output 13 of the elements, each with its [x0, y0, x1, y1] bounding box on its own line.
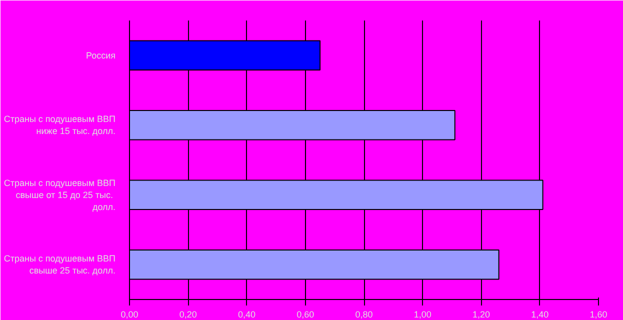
- x-tick-label: 0,60: [296, 310, 314, 320]
- x-tick-label: 1,60: [590, 310, 608, 320]
- y-tick-label: Страны с подушевым ВВП свыше от 15 до 25 тыс. долл.: [4, 178, 116, 212]
- x-tick-label: 1,20: [472, 310, 490, 320]
- x-tick-label: 1,40: [531, 310, 549, 320]
- x-tick-label: 0,40: [238, 310, 256, 320]
- x-tick-label: 0,20: [179, 310, 197, 320]
- y-tick-label: Страны с подушевым ВВП ниже 15 тыс. долл.: [4, 114, 116, 136]
- y-tick-label: Страны с подушевым ВВП свыше 25 тыс. долл.: [4, 254, 116, 276]
- y-tick-label: Россия: [86, 50, 116, 60]
- x-tick-label: 0,00: [120, 310, 138, 320]
- x-tick-label: 1,00: [414, 310, 432, 320]
- x-tick-label: 0,80: [355, 310, 373, 320]
